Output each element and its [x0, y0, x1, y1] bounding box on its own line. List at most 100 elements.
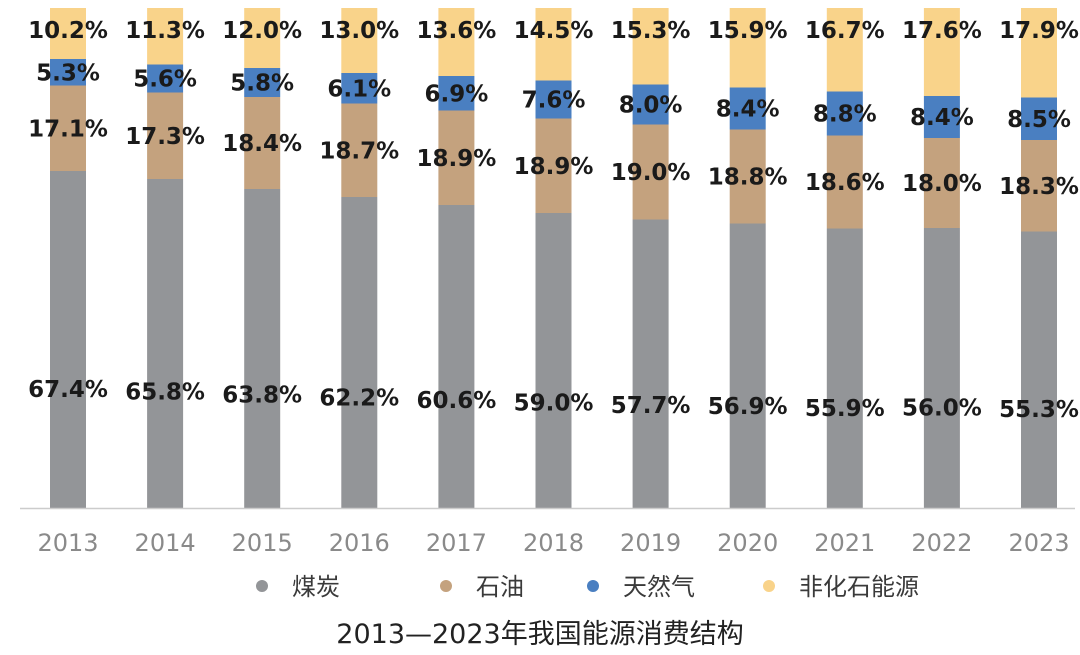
data-label-2015-s3: 12.0%	[222, 18, 302, 44]
data-label-2013-s0: 67.4%	[28, 377, 108, 403]
legend-item-2: 天然气	[587, 573, 695, 601]
x-tick-2023: 2023	[1008, 529, 1069, 557]
bar-segment-2013-s1	[50, 85, 86, 171]
bar-segment-2020-s1	[729, 129, 766, 224]
bar-segment-2019-s0	[632, 219, 669, 508]
data-label-2017-s3: 13.6%	[417, 18, 497, 44]
bar-segment-2022-s0	[923, 228, 960, 508]
data-label-2013-s3: 10.2%	[28, 18, 108, 44]
bar-segment-2017-s3	[438, 8, 475, 76]
bar-segment-2014-s1	[147, 92, 184, 179]
bar-segment-2021-s0	[826, 228, 863, 508]
bar-segment-2014-s0	[147, 179, 184, 508]
data-label-2019-s2: 8.0%	[619, 93, 683, 119]
bar-segment-2023-s2	[1021, 97, 1057, 140]
data-label-2020-s1: 18.8%	[708, 165, 788, 191]
x-tick-2014: 2014	[135, 529, 196, 557]
data-label-2022-s0: 56.0%	[902, 396, 982, 422]
data-label-2018-s0: 59.0%	[514, 391, 594, 417]
bar-segment-2017-s1	[438, 110, 475, 205]
bar-segment-2021-s2	[826, 91, 863, 136]
bar-segment-2020-s2	[729, 87, 766, 130]
data-label-2016-s0: 62.2%	[319, 385, 399, 411]
bar-segment-2018-s3	[535, 8, 572, 81]
legend-label-1: 石油	[476, 573, 524, 601]
data-label-2019-s0: 57.7%	[611, 393, 691, 419]
x-tick-2021: 2021	[814, 529, 875, 557]
legend-item-0: 煤炭	[256, 573, 340, 601]
legend-item-3: 非化石能源	[763, 573, 919, 601]
data-label-2022-s2: 8.4%	[910, 105, 974, 131]
x-tick-2022: 2022	[911, 529, 972, 557]
data-label-2019-s1: 19.0%	[611, 160, 691, 186]
bar-segment-2017-s0	[438, 205, 475, 508]
bar-segment-2021-s1	[826, 135, 863, 229]
chart-title: 2013—2023年我国能源消费结构	[336, 619, 743, 650]
legend-item-1: 石油	[440, 573, 524, 601]
data-label-2018-s1: 18.9%	[514, 154, 594, 180]
data-label-2015-s2: 5.8%	[230, 71, 294, 97]
data-label-2016-s2: 6.1%	[327, 76, 391, 102]
data-label-2018-s2: 7.6%	[522, 88, 586, 114]
data-label-2014-s2: 5.6%	[133, 67, 197, 93]
legend-marker-2	[587, 580, 599, 592]
data-label-2022-s3: 17.6%	[902, 18, 982, 44]
data-label-2018-s3: 14.5%	[514, 18, 594, 44]
data-label-2017-s0: 60.6%	[417, 388, 497, 414]
data-label-2021-s3: 16.7%	[805, 18, 885, 44]
bar-segment-2019-s1	[632, 124, 669, 220]
bar-segment-2018-s2	[535, 80, 572, 119]
bar-segment-2015-s2	[244, 68, 281, 97]
data-label-2020-s2: 8.4%	[716, 97, 780, 123]
x-tick-2013: 2013	[37, 529, 98, 557]
bar-segment-2014-s2	[147, 64, 184, 93]
bar-segment-2015-s0	[244, 189, 281, 508]
data-label-2021-s1: 18.6%	[805, 170, 885, 196]
legend-marker-0	[256, 580, 268, 592]
data-label-2017-s2: 6.9%	[425, 81, 489, 107]
bar-segment-2016-s3	[341, 8, 378, 73]
bar-segment-2015-s1	[244, 97, 281, 189]
bar-segment-2014-s3	[147, 8, 184, 65]
data-label-2016-s3: 13.0%	[319, 18, 399, 44]
bar-segment-2016-s1	[341, 103, 378, 197]
data-label-2019-s3: 15.3%	[611, 18, 691, 44]
x-tick-2017: 2017	[426, 529, 487, 557]
data-label-2023-s2: 8.5%	[1007, 107, 1071, 133]
data-label-2020-s0: 56.9%	[708, 394, 788, 420]
bar-segment-2018-s0	[535, 213, 572, 508]
legend-label-3: 非化石能源	[799, 573, 919, 601]
x-tick-2020: 2020	[717, 529, 778, 557]
data-label-2014-s0: 65.8%	[125, 379, 205, 405]
legend-marker-3	[763, 580, 775, 592]
x-tick-2018: 2018	[523, 529, 584, 557]
data-labels-group: 67.4% 17.1% 5.3% 10.2% 65.8% 17.3% 5.6% 11.3% 63…	[28, 18, 1079, 423]
x-tick-2015: 2015	[232, 529, 293, 557]
bar-segment-2023-s0	[1021, 231, 1057, 508]
legend-label-0: 煤炭	[292, 573, 340, 601]
bar-segment-2021-s3	[826, 8, 863, 92]
data-label-2017-s1: 18.9%	[417, 146, 497, 172]
bar-segment-2013-s0	[50, 171, 86, 508]
data-label-2013-s2: 5.3%	[36, 60, 100, 86]
bar-segment-2020-s0	[729, 223, 766, 508]
data-label-2014-s1: 17.3%	[125, 124, 205, 150]
bar-segment-2020-s3	[729, 8, 766, 88]
data-label-2014-s3: 11.3%	[125, 18, 205, 44]
data-label-2020-s3: 15.9%	[708, 18, 788, 44]
bar-segment-2023-s1	[1021, 140, 1057, 232]
bar-segment-2022-s3	[923, 8, 960, 96]
bar-segment-2022-s1	[923, 138, 960, 228]
bar-segment-2013-s2	[50, 59, 86, 86]
data-label-2021-s2: 8.8%	[813, 102, 877, 128]
data-label-2015-s1: 18.4%	[222, 131, 302, 157]
bar-segment-2022-s2	[923, 96, 960, 138]
bar-segment-2018-s1	[535, 118, 572, 213]
bar-segment-2016-s2	[341, 73, 378, 104]
bar-segment-2013-s3	[50, 8, 86, 59]
bar-segment-2023-s3	[1021, 8, 1057, 98]
x-tick-2016: 2016	[329, 529, 390, 557]
bars-group	[50, 8, 1057, 508]
